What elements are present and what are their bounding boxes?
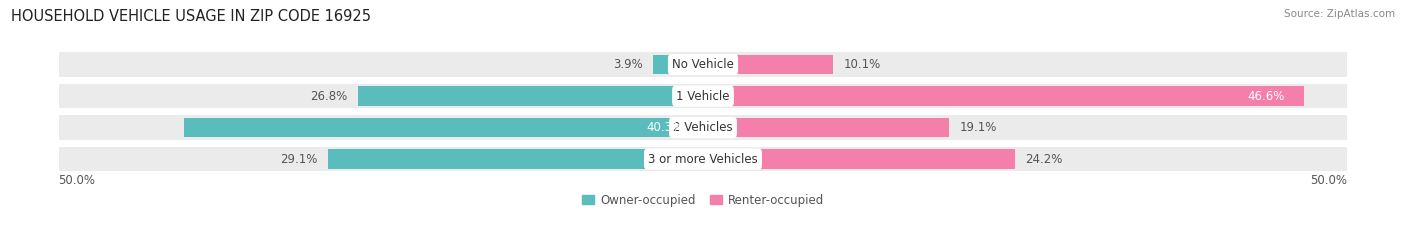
Text: 50.0%: 50.0%	[59, 174, 96, 187]
Text: 19.1%: 19.1%	[959, 121, 997, 134]
Bar	[703, 149, 1015, 169]
Text: HOUSEHOLD VEHICLE USAGE IN ZIP CODE 16925: HOUSEHOLD VEHICLE USAGE IN ZIP CODE 1692…	[11, 9, 371, 24]
Text: No Vehicle: No Vehicle	[672, 58, 734, 71]
Bar	[59, 84, 703, 108]
Text: 46.6%: 46.6%	[1247, 90, 1284, 103]
Legend: Owner-occupied, Renter-occupied: Owner-occupied, Renter-occupied	[582, 194, 824, 207]
Text: 26.8%: 26.8%	[311, 90, 347, 103]
Text: 1 Vehicle: 1 Vehicle	[676, 90, 730, 103]
Text: 2 Vehicles: 2 Vehicles	[673, 121, 733, 134]
Bar	[59, 115, 703, 140]
Bar	[703, 52, 1347, 77]
Bar	[357, 86, 703, 106]
Text: 40.3%: 40.3%	[647, 121, 683, 134]
Bar	[703, 84, 1347, 108]
Text: 50.0%: 50.0%	[1310, 174, 1347, 187]
Bar	[703, 55, 834, 74]
Bar	[328, 149, 703, 169]
Bar	[703, 147, 1347, 171]
Text: 3.9%: 3.9%	[613, 58, 643, 71]
Bar	[703, 115, 1347, 140]
Text: 29.1%: 29.1%	[280, 153, 318, 166]
Text: 10.1%: 10.1%	[844, 58, 880, 71]
Bar	[703, 86, 1303, 106]
Bar	[59, 52, 703, 77]
Text: 3 or more Vehicles: 3 or more Vehicles	[648, 153, 758, 166]
Bar	[59, 147, 703, 171]
Text: 24.2%: 24.2%	[1025, 153, 1063, 166]
Bar	[184, 118, 703, 137]
Text: Source: ZipAtlas.com: Source: ZipAtlas.com	[1284, 9, 1395, 19]
Bar	[703, 118, 949, 137]
Bar	[652, 55, 703, 74]
